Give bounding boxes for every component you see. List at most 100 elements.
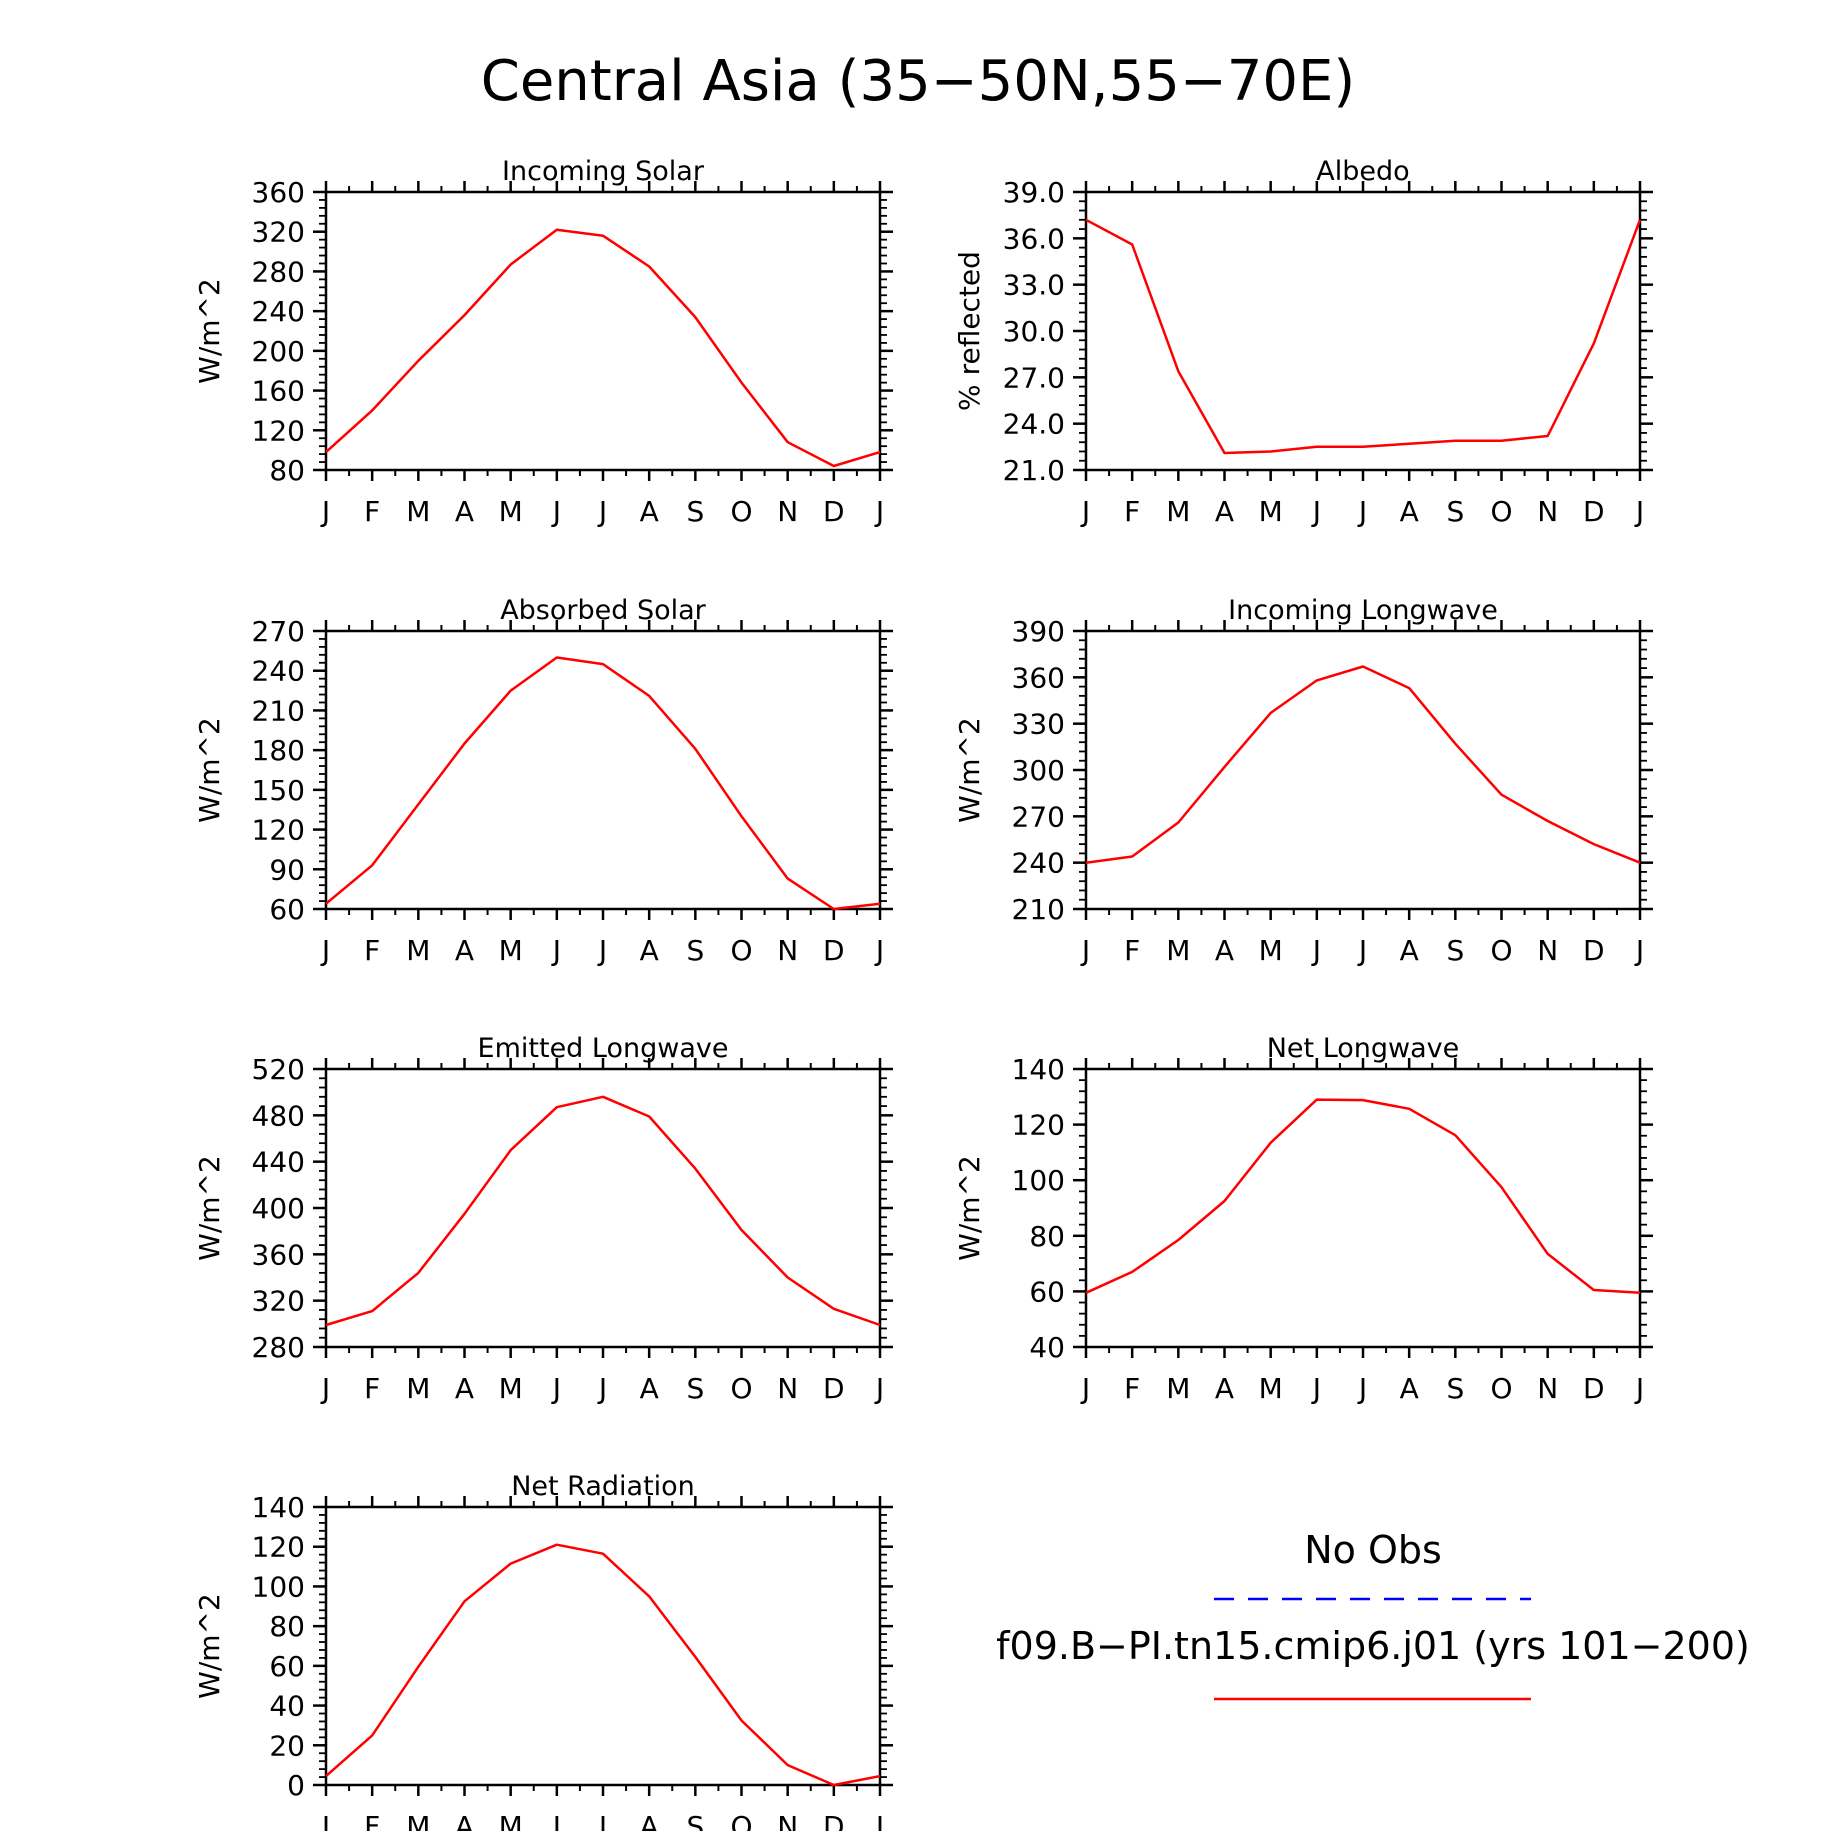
y-tick-label: 90 (269, 853, 305, 886)
x-tick-label: O (730, 495, 752, 528)
y-tick-label: 39.0 (1003, 176, 1065, 209)
y-tick-label: 80 (269, 454, 305, 487)
x-tick-label: J (320, 1372, 330, 1405)
x-tick-label: J (1357, 495, 1367, 528)
y-tick-label: 210 (1012, 893, 1065, 926)
y-tick-label: 24.0 (1003, 408, 1065, 441)
y-tick-label: 33.0 (1003, 269, 1065, 302)
x-tick-label: S (1446, 934, 1464, 967)
x-tick-label: A (640, 934, 659, 967)
plot-frame (1084, 1067, 1642, 1349)
y-tick-label: 520 (252, 1053, 305, 1086)
plot-frame (324, 1067, 882, 1349)
y-tick-label: 150 (252, 774, 305, 807)
x-tick-label: A (455, 1372, 474, 1405)
y-axis-label: W/m^2 (193, 717, 226, 823)
y-axis-label: W/m^2 (953, 717, 986, 823)
x-tick-label: A (1215, 495, 1234, 528)
y-tick-label: 20 (269, 1729, 305, 1762)
y-tick-label: 36.0 (1003, 222, 1065, 255)
x-tick-label: D (823, 934, 845, 967)
y-tick-label: 100 (1012, 1164, 1065, 1197)
x-tick-label: J (320, 934, 330, 967)
x-tick-label: J (1634, 1372, 1644, 1405)
y-tick-label: 30.0 (1003, 315, 1065, 348)
y-tick-label: 80 (269, 1610, 305, 1643)
y-tick-label: 180 (252, 734, 305, 767)
y-tick-label: 120 (252, 414, 305, 447)
legend: No Obs f09.B−PI.tn15.cmip6.j01 (yrs 101−… (996, 1528, 1750, 1701)
x-tick-label: S (686, 1372, 704, 1405)
x-tick-label: N (1537, 1372, 1558, 1405)
x-tick-label: A (1400, 934, 1419, 967)
x-tick-label: F (1124, 1372, 1140, 1405)
x-tick-label: J (551, 1810, 561, 1831)
x-tick-label: A (455, 934, 474, 967)
x-tick-label: F (364, 495, 380, 528)
x-tick-label: F (364, 1372, 380, 1405)
plot-frame (324, 1505, 882, 1787)
y-axis-label: % reflected (953, 251, 986, 411)
plot-frame (324, 629, 882, 911)
x-tick-label: F (364, 1810, 380, 1831)
x-tick-label: S (686, 934, 704, 967)
x-tick-label: O (730, 1810, 752, 1831)
x-tick-label: J (874, 495, 884, 528)
x-tick-label: N (1537, 495, 1558, 528)
series-line (325, 228, 881, 468)
x-tick-label: A (640, 1372, 659, 1405)
series-line (325, 1095, 881, 1327)
x-tick-label: J (874, 1810, 884, 1831)
x-tick-label: F (1124, 495, 1140, 528)
y-tick-label: 140 (252, 1491, 305, 1524)
x-tick-label: J (1357, 934, 1367, 967)
x-tick-label: A (640, 1810, 659, 1831)
x-tick-label: J (597, 1372, 607, 1405)
plot-frame (324, 190, 882, 472)
y-tick-label: 440 (252, 1146, 305, 1179)
x-tick-label: M (1166, 934, 1190, 967)
y-tick-label: 60 (1029, 1275, 1065, 1308)
x-tick-label: S (686, 1810, 704, 1831)
x-tick-label: M (1259, 1372, 1283, 1405)
y-tick-label: 21.0 (1003, 454, 1065, 487)
x-tick-label: J (1634, 495, 1644, 528)
x-tick-label: S (1446, 1372, 1464, 1405)
y-tick-label: 330 (1012, 708, 1065, 741)
legend-obs-label: No Obs (1304, 1528, 1442, 1572)
x-tick-label: J (320, 495, 330, 528)
y-tick-label: 400 (252, 1192, 305, 1225)
x-tick-label: O (1490, 495, 1512, 528)
series-line (1085, 218, 1642, 455)
series-line (325, 1543, 881, 1787)
x-tick-label: J (1080, 495, 1090, 528)
y-tick-label: 360 (1012, 661, 1065, 694)
x-tick-label: J (597, 1810, 607, 1831)
x-tick-label: D (1583, 934, 1605, 967)
x-tick-label: J (874, 934, 884, 967)
x-tick-label: J (551, 495, 561, 528)
x-tick-label: A (640, 495, 659, 528)
plot-frame (1084, 190, 1642, 472)
y-tick-label: 280 (252, 255, 305, 288)
x-tick-label: A (1215, 1372, 1234, 1405)
x-tick-label: M (1166, 495, 1190, 528)
y-tick-label: 80 (1029, 1220, 1065, 1253)
y-tick-label: 300 (1012, 754, 1065, 787)
x-tick-label: M (499, 495, 523, 528)
x-tick-label: D (1583, 495, 1605, 528)
x-tick-label: M (406, 1810, 430, 1831)
x-tick-label: J (551, 934, 561, 967)
y-tick-label: 60 (269, 1650, 305, 1683)
y-tick-label: 160 (252, 375, 305, 408)
x-tick-label: S (1446, 495, 1464, 528)
x-tick-label: J (1311, 495, 1321, 528)
y-tick-label: 140 (1012, 1053, 1065, 1086)
x-tick-label: J (1080, 934, 1090, 967)
